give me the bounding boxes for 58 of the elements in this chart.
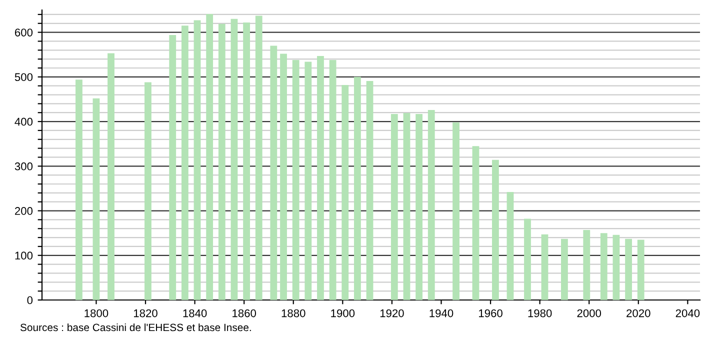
bar	[342, 84, 349, 300]
bar	[194, 20, 201, 300]
x-tick-label: 1900	[331, 309, 355, 318]
bar	[637, 240, 644, 300]
y-tick-label: 300	[14, 162, 33, 170]
bar	[169, 34, 176, 300]
x-tick-label: 1800	[84, 309, 108, 318]
bar	[452, 122, 460, 300]
bar	[612, 234, 620, 300]
x-tick-label: 1840	[183, 309, 207, 318]
x-tick-label: 2000	[577, 309, 602, 318]
x-tick-label: 2040	[676, 309, 700, 318]
bar	[541, 234, 548, 300]
bar	[600, 233, 608, 300]
bar	[561, 238, 568, 300]
bar	[403, 113, 410, 300]
y-tick-label: 100	[15, 252, 33, 260]
bar	[206, 14, 214, 300]
y-tick-label: 200	[14, 207, 33, 215]
bar	[524, 218, 531, 300]
bar	[270, 46, 278, 300]
y-tick-label: 0	[27, 296, 33, 304]
bar	[472, 146, 480, 300]
x-tick-label: 1860	[232, 309, 256, 318]
y-tick-label: 500	[14, 73, 33, 82]
bar	[292, 60, 300, 300]
x-tick-label: 1920	[380, 309, 404, 318]
bar	[280, 54, 287, 300]
bar	[583, 230, 590, 300]
bar	[366, 80, 374, 300]
bar	[181, 26, 188, 300]
bar	[506, 192, 514, 300]
y-tick-label: 400	[14, 118, 33, 126]
x-tick-label: 1880	[282, 309, 306, 318]
bar	[390, 114, 398, 300]
bar	[416, 114, 423, 300]
bar	[317, 56, 324, 300]
bar	[76, 80, 82, 300]
bar	[329, 60, 336, 300]
bar	[492, 160, 499, 300]
bar	[255, 16, 262, 300]
bar	[243, 22, 250, 300]
x-tick-label: 2020	[626, 309, 650, 318]
bar	[625, 238, 632, 300]
bar	[230, 18, 238, 300]
bar	[218, 24, 226, 300]
x-tick-label: 1980	[528, 309, 552, 318]
x-tick-label: 1940	[430, 309, 454, 318]
bar	[354, 76, 361, 300]
bar	[304, 62, 312, 300]
bar	[108, 53, 114, 300]
source-note: Sources : base Cassini de l'EHESS et base Insee.	[20, 323, 251, 332]
y-tick-label: 600	[15, 28, 33, 36]
x-tick-label: 1960	[479, 309, 502, 318]
bar	[92, 98, 100, 300]
bar	[428, 110, 435, 300]
bar	[144, 82, 152, 300]
x-tick-label: 1820	[134, 309, 158, 318]
